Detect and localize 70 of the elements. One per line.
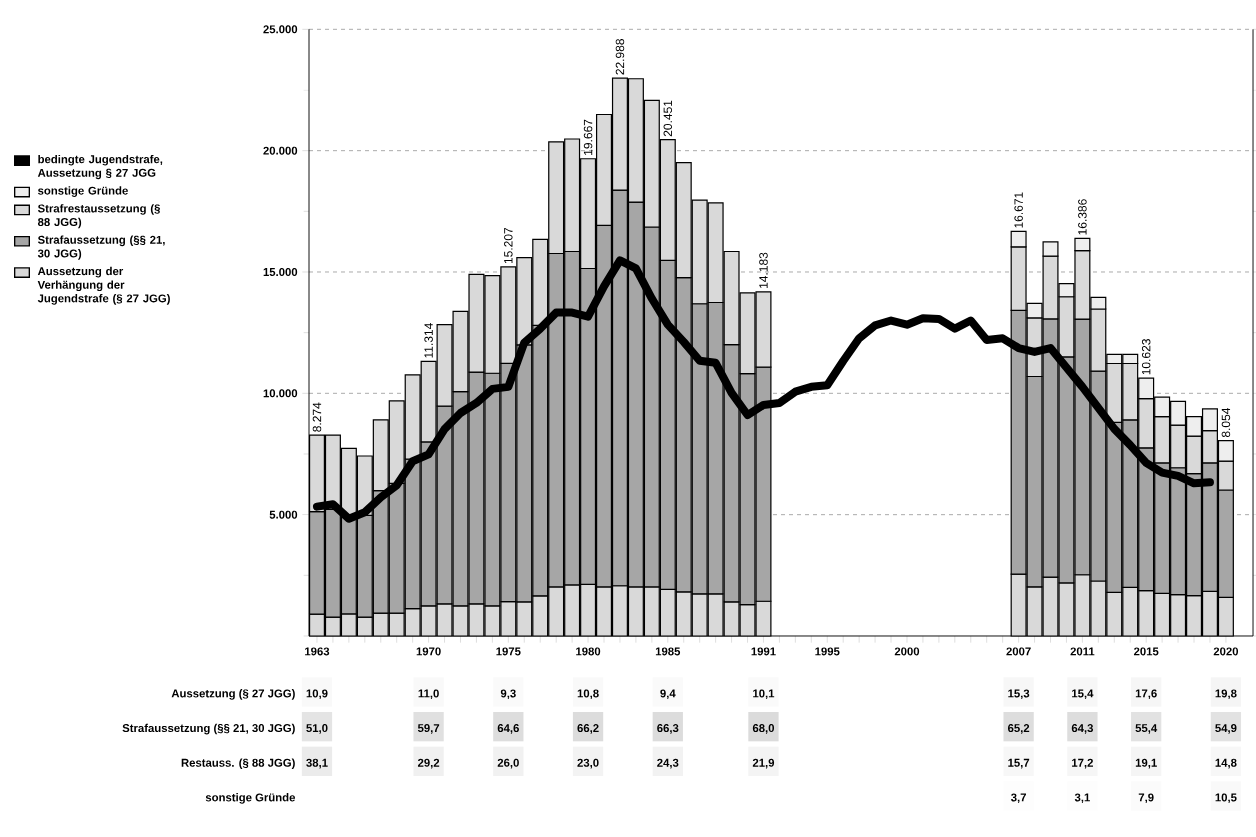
x-tick-label: 2011 xyxy=(1070,647,1095,656)
data-label: 14,8 xyxy=(1215,758,1237,769)
data-label: 3,1 xyxy=(1074,793,1090,803)
data-label: 51,0 xyxy=(306,723,328,734)
data-label: 64,6 xyxy=(497,723,519,734)
data-label: 17,2 xyxy=(1072,758,1093,769)
total-label: 8.054 xyxy=(1221,407,1231,437)
data-label: 66,2 xyxy=(577,723,599,734)
data-label: 9,4 xyxy=(660,689,676,699)
total-label: 10.623 xyxy=(1141,338,1151,375)
x-tick-label: 1975 xyxy=(496,647,521,656)
y-tick-label: 10.000 xyxy=(263,389,298,398)
data-label: 65,2 xyxy=(1008,723,1030,734)
total-label: 22.988 xyxy=(615,38,625,75)
legend-label: Strafrestaussetzung (§ 88 JGG) xyxy=(37,203,160,229)
total-label: 15.207 xyxy=(504,227,513,263)
y-tick-label: 15.000 xyxy=(263,267,298,276)
data-label: 10,8 xyxy=(577,689,599,699)
x-tick-label: 1970 xyxy=(416,647,441,656)
data-label: 11,0 xyxy=(418,689,439,699)
x-tick-label: 1985 xyxy=(655,647,681,656)
x-tick-label: 1980 xyxy=(576,647,601,656)
x-tick-label: 1995 xyxy=(815,647,840,656)
y-tick-label: Restauss. (§ 88 JGG) xyxy=(181,758,295,769)
data-label: 21,9 xyxy=(752,758,775,769)
data-label: 26,0 xyxy=(497,758,519,769)
y-tick-label: sonstige Gründe xyxy=(205,792,296,804)
total-label: 11.314 xyxy=(424,322,433,358)
data-label: 15,4 xyxy=(1072,689,1094,699)
x-tick-label: 2000 xyxy=(894,647,920,656)
y-tick-label: Strafaussetzung (§§ 21, 30 JGG) xyxy=(122,723,295,735)
y-tick-label: 5.000 xyxy=(269,510,298,519)
x-tick-label: 2015 xyxy=(1133,647,1159,656)
y-tick-label: 25.000 xyxy=(263,25,298,34)
data-label: 10,5 xyxy=(1215,793,1237,803)
legend-label: Aussetzung der Verhängung der Jugendstrafe (§ 27 JGG) xyxy=(37,266,170,305)
data-label: 29,2 xyxy=(417,758,440,769)
x-tick-label: 1963 xyxy=(305,647,330,656)
data-label: 15,3 xyxy=(1008,689,1030,699)
data-label: 66,3 xyxy=(657,723,679,734)
total-label: 19.667 xyxy=(583,119,593,155)
data-label: 19,1 xyxy=(1135,758,1157,769)
data-label: 68,0 xyxy=(752,723,775,734)
legend-label: Strafaussetzung (§§ 21, 30 JGG) xyxy=(37,235,165,260)
data-label: 64,3 xyxy=(1071,723,1094,734)
data-label: 17,6 xyxy=(1135,689,1157,699)
total-label: 8.274 xyxy=(312,402,322,432)
data-label: 7,9 xyxy=(1138,793,1154,803)
data-label: 3,7 xyxy=(1010,793,1026,803)
x-tick-label: 2007 xyxy=(1006,647,1031,656)
data-label: 15,7 xyxy=(1008,758,1030,769)
data-label: 24,3 xyxy=(657,758,679,769)
legend-label: sonstige Gründe xyxy=(38,186,128,197)
total-label: 20.451 xyxy=(663,100,673,137)
total-label: 16.671 xyxy=(1014,192,1023,228)
data-label: 19,8 xyxy=(1215,689,1237,699)
total-label: 16.386 xyxy=(1078,199,1087,235)
data-label: 55,4 xyxy=(1135,724,1158,734)
x-tick-label: 1991 xyxy=(751,647,776,656)
y-tick-label: 20.000 xyxy=(263,146,298,155)
x-tick-label: 2020 xyxy=(1213,647,1239,656)
y-tick-label: Aussetzung (§ 27 JGG) xyxy=(171,688,295,700)
total-label: 14.183 xyxy=(759,252,768,288)
data-label: 9,3 xyxy=(500,689,516,699)
data-label: 59,7 xyxy=(417,723,440,734)
data-label: 38,1 xyxy=(306,758,328,769)
data-label: 10,9 xyxy=(306,689,328,699)
data-label: 54,9 xyxy=(1215,723,1237,734)
data-label: 23,0 xyxy=(577,758,599,769)
data-label: 10,1 xyxy=(753,689,775,699)
